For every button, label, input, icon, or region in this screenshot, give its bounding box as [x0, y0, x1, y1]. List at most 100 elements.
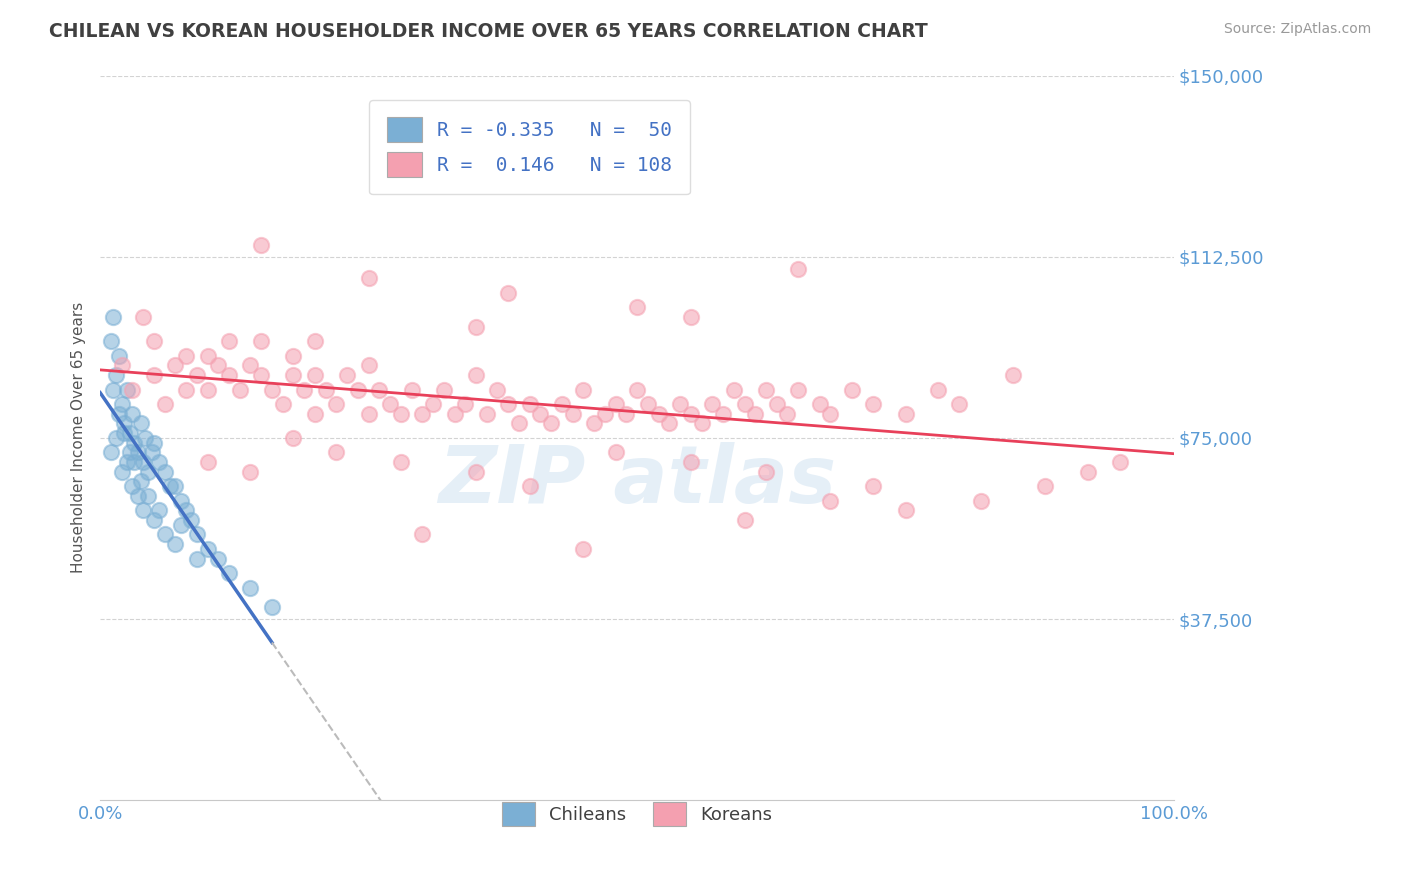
Point — [411, 407, 433, 421]
Point — [776, 407, 799, 421]
Point — [197, 455, 219, 469]
Point — [101, 310, 124, 324]
Point — [336, 368, 359, 382]
Point — [283, 349, 305, 363]
Text: Source: ZipAtlas.com: Source: ZipAtlas.com — [1223, 22, 1371, 37]
Point — [153, 527, 176, 541]
Point — [105, 431, 128, 445]
Point — [325, 445, 347, 459]
Point — [283, 431, 305, 445]
Y-axis label: Householder Income Over 65 years: Householder Income Over 65 years — [72, 302, 86, 574]
Point — [970, 493, 993, 508]
Point — [153, 397, 176, 411]
Point — [465, 368, 488, 382]
Point — [519, 397, 541, 411]
Point — [304, 334, 326, 349]
Point — [207, 551, 229, 566]
Point — [124, 435, 146, 450]
Point — [105, 368, 128, 382]
Point — [357, 359, 380, 373]
Point — [138, 489, 160, 503]
Point — [679, 407, 702, 421]
Point — [315, 383, 337, 397]
Point — [250, 368, 273, 382]
Point — [138, 465, 160, 479]
Point — [108, 349, 131, 363]
Point — [148, 455, 170, 469]
Point — [465, 465, 488, 479]
Point — [142, 435, 165, 450]
Point — [496, 285, 519, 300]
Point — [112, 425, 135, 440]
Point — [174, 503, 197, 517]
Point — [165, 479, 187, 493]
Point — [357, 407, 380, 421]
Point — [637, 397, 659, 411]
Text: CHILEAN VS KOREAN HOUSEHOLDER INCOME OVER 65 YEARS CORRELATION CHART: CHILEAN VS KOREAN HOUSEHOLDER INCOME OVE… — [49, 22, 928, 41]
Point — [120, 425, 142, 440]
Point — [304, 407, 326, 421]
Point — [197, 349, 219, 363]
Point — [1109, 455, 1132, 469]
Point — [508, 417, 530, 431]
Point — [186, 551, 208, 566]
Point — [605, 397, 627, 411]
Point — [100, 334, 122, 349]
Point — [180, 513, 202, 527]
Point — [433, 383, 456, 397]
Point — [347, 383, 370, 397]
Point — [197, 541, 219, 556]
Point — [174, 349, 197, 363]
Point — [605, 445, 627, 459]
Point — [101, 383, 124, 397]
Point — [132, 310, 155, 324]
Point — [229, 383, 252, 397]
Point — [142, 334, 165, 349]
Point — [765, 397, 787, 411]
Point — [948, 397, 970, 411]
Point — [148, 503, 170, 517]
Point — [153, 465, 176, 479]
Point — [271, 397, 294, 411]
Point — [1077, 465, 1099, 479]
Point — [572, 541, 595, 556]
Point — [115, 383, 138, 397]
Legend: Chileans, Koreans: Chileans, Koreans — [494, 793, 782, 835]
Point — [170, 493, 193, 508]
Point — [820, 493, 842, 508]
Point — [894, 503, 917, 517]
Point — [690, 417, 713, 431]
Point — [218, 368, 240, 382]
Point — [486, 383, 509, 397]
Point — [357, 271, 380, 285]
Point — [127, 445, 149, 459]
Point — [583, 417, 606, 431]
Point — [239, 581, 262, 595]
Point — [110, 359, 132, 373]
Point — [110, 397, 132, 411]
Point — [292, 383, 315, 397]
Point — [593, 407, 616, 421]
Point — [658, 417, 681, 431]
Point — [124, 455, 146, 469]
Point — [808, 397, 831, 411]
Point — [325, 397, 347, 411]
Point — [529, 407, 551, 421]
Point — [207, 359, 229, 373]
Point — [389, 407, 412, 421]
Point — [401, 383, 423, 397]
Point — [744, 407, 766, 421]
Point — [127, 489, 149, 503]
Point — [100, 445, 122, 459]
Point — [679, 455, 702, 469]
Point — [129, 475, 152, 489]
Point — [186, 368, 208, 382]
Point — [1001, 368, 1024, 382]
Point — [411, 527, 433, 541]
Point — [841, 383, 863, 397]
Point — [132, 503, 155, 517]
Point — [616, 407, 638, 421]
Point — [120, 445, 142, 459]
Point — [260, 383, 283, 397]
Point — [820, 407, 842, 421]
